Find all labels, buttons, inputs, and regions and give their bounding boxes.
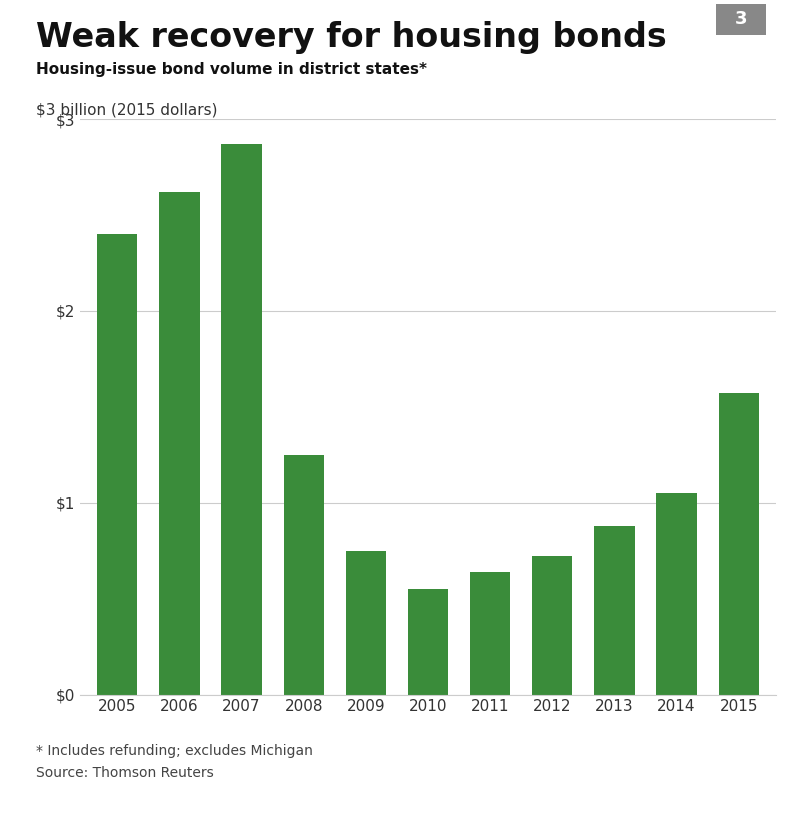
Bar bbox=[97, 234, 138, 695]
Text: Weak recovery for housing bonds: Weak recovery for housing bonds bbox=[36, 21, 666, 53]
Bar bbox=[346, 551, 386, 695]
Text: $3 billion (2015 dollars): $3 billion (2015 dollars) bbox=[36, 103, 218, 118]
Bar bbox=[159, 192, 200, 695]
Bar bbox=[222, 144, 262, 695]
Bar bbox=[470, 572, 510, 695]
Bar bbox=[718, 394, 759, 695]
Text: 3: 3 bbox=[734, 11, 747, 28]
Text: Source: Thomson Reuters: Source: Thomson Reuters bbox=[36, 766, 214, 780]
Bar bbox=[532, 556, 573, 695]
Text: * Includes refunding; excludes Michigan: * Includes refunding; excludes Michigan bbox=[36, 744, 313, 758]
Bar bbox=[656, 493, 697, 695]
Bar bbox=[283, 455, 324, 695]
Bar bbox=[594, 526, 634, 695]
Bar bbox=[408, 589, 448, 695]
Text: Housing-issue bond volume in district states*: Housing-issue bond volume in district st… bbox=[36, 62, 427, 76]
